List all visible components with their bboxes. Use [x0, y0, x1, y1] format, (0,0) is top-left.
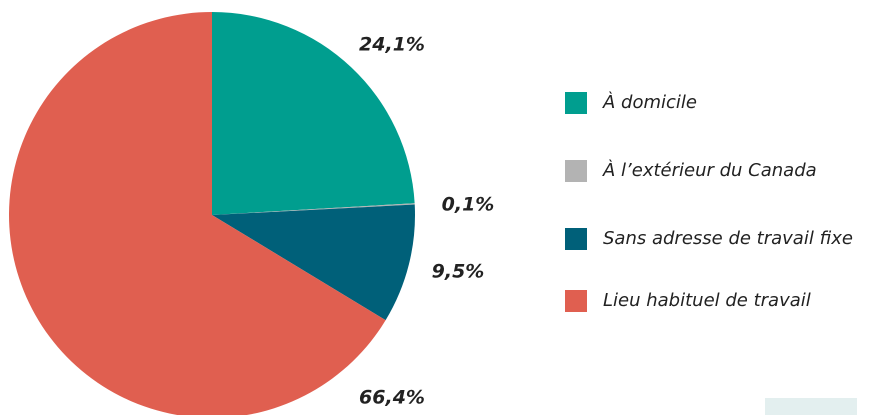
legend-swatch: [565, 160, 587, 182]
data-label: 66,4%: [359, 387, 425, 409]
legend-swatch: [565, 228, 587, 250]
legend-swatch: [565, 290, 587, 312]
pie-slice: [212, 204, 415, 321]
legend-label: Lieu habituel de travail: [603, 290, 811, 311]
decoration: [765, 398, 857, 415]
data-label: 0,1%: [442, 194, 495, 216]
legend-label: Sans adresse de travail fixe: [603, 228, 853, 249]
pie-slice: [212, 12, 415, 215]
legend-swatch: [565, 92, 587, 114]
data-label: 9,5%: [432, 261, 485, 283]
pie-slice: [212, 203, 415, 215]
legend-label: À l’extérieur du Canada: [602, 159, 817, 181]
pie-slice: [9, 12, 386, 415]
legend-label: À domicile: [602, 91, 697, 113]
data-label: 24,1%: [359, 34, 425, 56]
